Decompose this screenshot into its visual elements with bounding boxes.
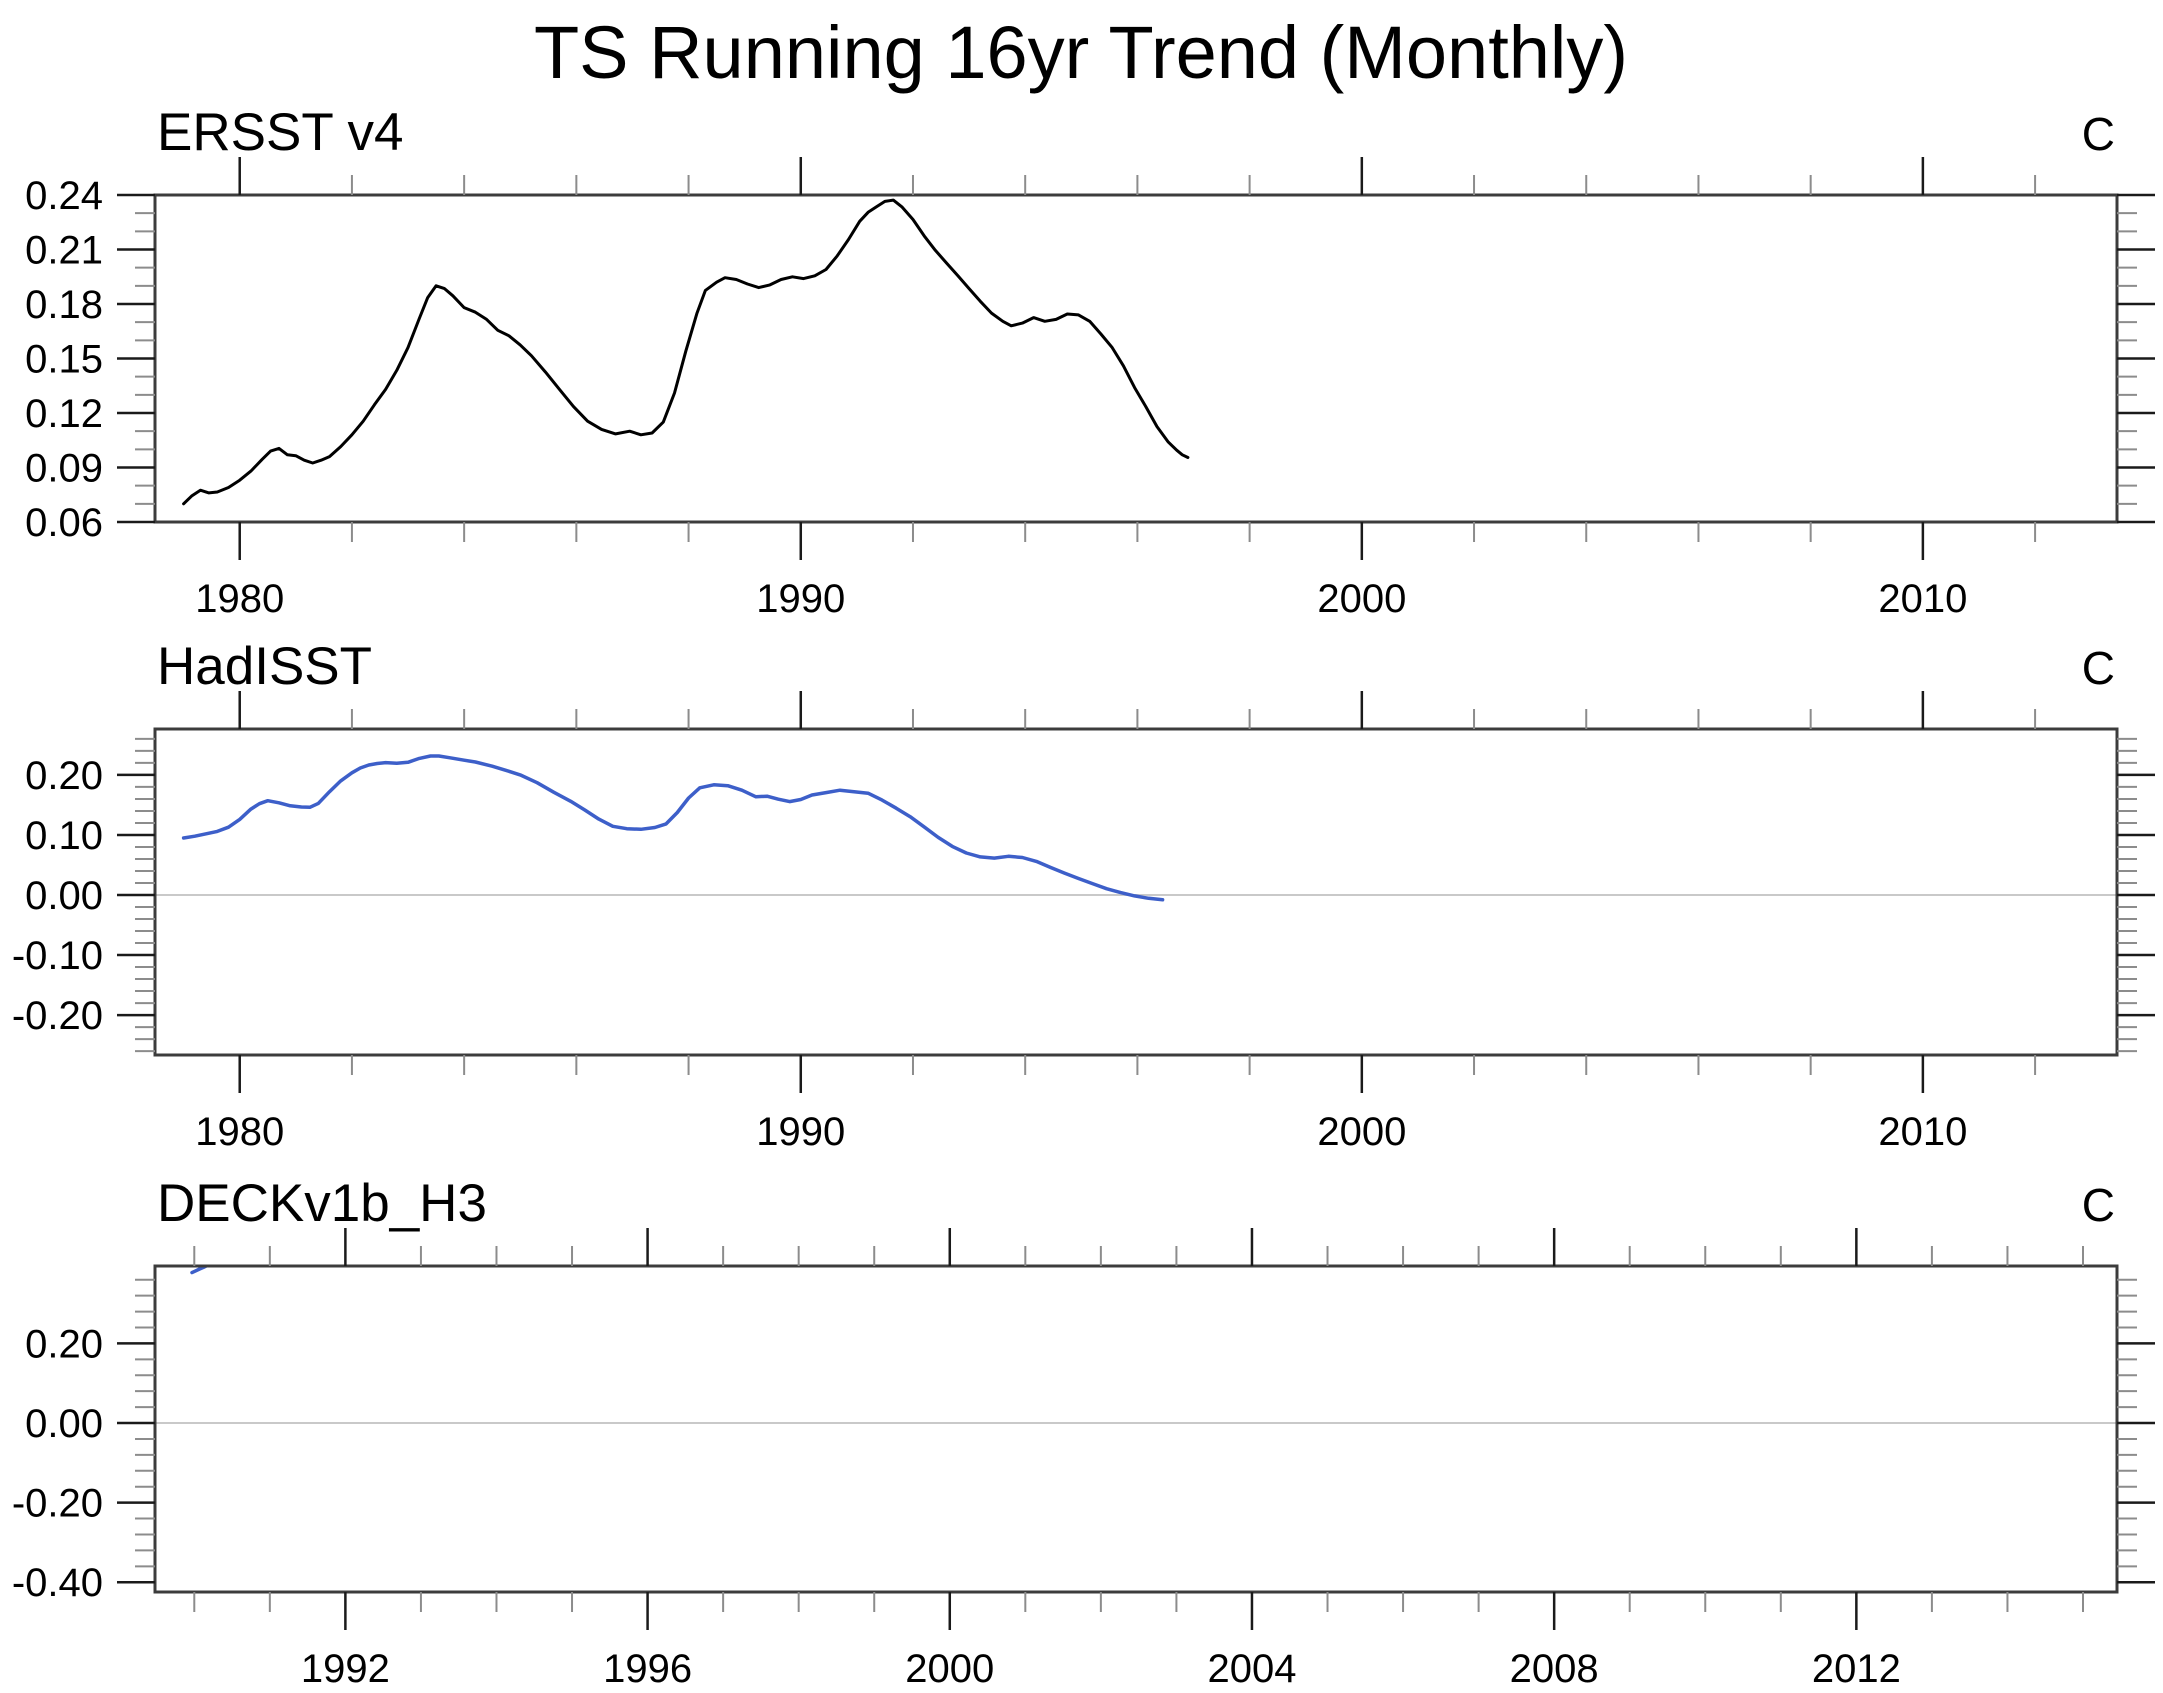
y-tick-label: -0.10 [12,934,103,978]
plot-frame [153,1264,2119,1594]
x-tick-label: 2004 [1207,1647,1296,1691]
panel-ersst-v4: 1980 1990 2000 2010 0.06 0.09 0.12 0.15 0.18 0.21… [25,103,2155,621]
data-curve [182,198,1190,506]
x-tick-label: 1980 [195,1110,284,1154]
x-tick-label: 2010 [1878,1110,1967,1154]
plot-frame [153,193,2119,524]
panel-hadisst: 1980 1990 2000 2010 -0.20 -0.10 0.00 0.10 0.20 Ha… [12,637,2155,1154]
y-tick-label: 0.20 [25,1322,103,1366]
x-tick-label: 1990 [756,1110,845,1154]
y-tick-label: 0.00 [25,1402,103,1446]
y-tick-label: 0.24 [25,174,103,218]
y-tick-label: 0.21 [25,229,103,273]
y-tick-label: -0.20 [12,994,103,1038]
y-tick-label: 0.06 [25,501,103,545]
x-tick-label: 2000 [1317,577,1406,621]
data-curve [181,754,1165,902]
y-tick-label: 0.18 [25,283,103,327]
x-tick-label: 1980 [195,577,284,621]
x-tick-label: 2000 [1317,1110,1406,1154]
panel-title: ERSST v4 [157,103,403,162]
panels-group: 1980 1990 2000 2010 0.06 0.09 0.12 0.15 0.18 0.21… [12,103,2155,1691]
x-tick-label: 2012 [1812,1647,1901,1691]
x-tick-label: 1996 [603,1647,692,1691]
panel-title: HadISST [157,637,372,696]
x-tick-label: 1990 [756,577,845,621]
panel-deckv1b-h3: 1992 1996 2000 2004 2008 2012 -0.40 -0.20 0.00 0.… [12,1174,2155,1691]
x-tick-label: 2010 [1878,577,1967,621]
x-tick-label: 2008 [1510,1647,1599,1691]
x-tick-label: 1992 [301,1647,390,1691]
units-label: C [2082,1179,2115,1231]
y-tick-label: 0.12 [25,392,103,436]
y-tick-label: 0.20 [25,754,103,798]
y-tick-label: 0.00 [25,874,103,918]
figure-title: TS Running 16yr Trend (Monthly) [534,11,1628,94]
plot-frame [153,727,2119,1057]
units-label: C [2082,108,2115,160]
y-tick-label: 0.10 [25,814,103,858]
y-tick-label: -0.40 [12,1561,103,1605]
panel-title: DECKv1b_H3 [157,1174,487,1233]
y-tick-label: -0.20 [12,1482,103,1526]
units-label: C [2082,642,2115,694]
y-tick-label: 0.15 [25,338,103,382]
y-tick-label: 0.09 [25,447,103,491]
x-tick-label: 2000 [905,1647,994,1691]
